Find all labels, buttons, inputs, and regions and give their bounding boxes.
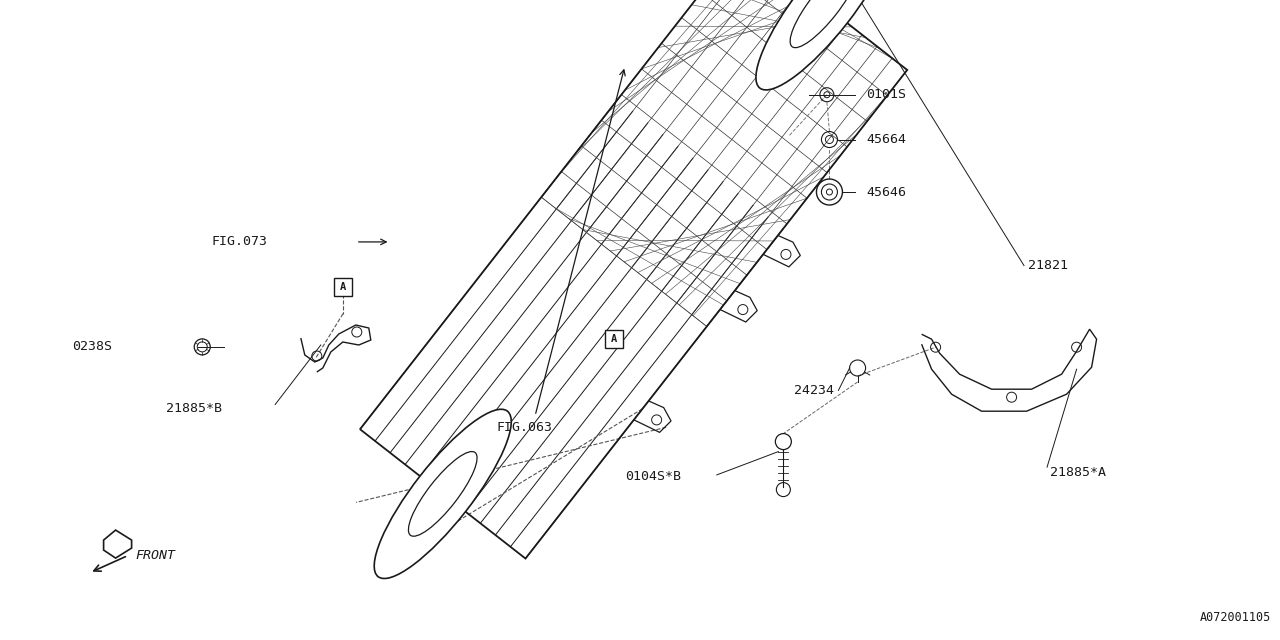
Text: FRONT: FRONT <box>136 549 175 562</box>
Text: 0238S: 0238S <box>72 340 111 353</box>
Text: A: A <box>340 282 346 292</box>
Text: 0104S*B: 0104S*B <box>625 470 681 483</box>
Text: 24234: 24234 <box>794 384 833 397</box>
Text: 21885*A: 21885*A <box>1050 466 1106 479</box>
Ellipse shape <box>790 0 859 47</box>
Text: A: A <box>612 334 617 344</box>
Ellipse shape <box>374 409 511 579</box>
Text: 21885*B: 21885*B <box>166 402 223 415</box>
Text: A072001105: A072001105 <box>1199 611 1271 624</box>
Text: 0101S: 0101S <box>867 88 906 101</box>
Text: FIG.063: FIG.063 <box>497 421 553 434</box>
FancyBboxPatch shape <box>334 278 352 296</box>
Text: 45646: 45646 <box>867 186 906 198</box>
Text: 45664: 45664 <box>867 133 906 146</box>
FancyBboxPatch shape <box>605 330 623 348</box>
Text: FIG.073: FIG.073 <box>211 236 268 248</box>
Ellipse shape <box>756 0 893 90</box>
Text: 21821: 21821 <box>1028 259 1068 272</box>
Ellipse shape <box>408 452 477 536</box>
